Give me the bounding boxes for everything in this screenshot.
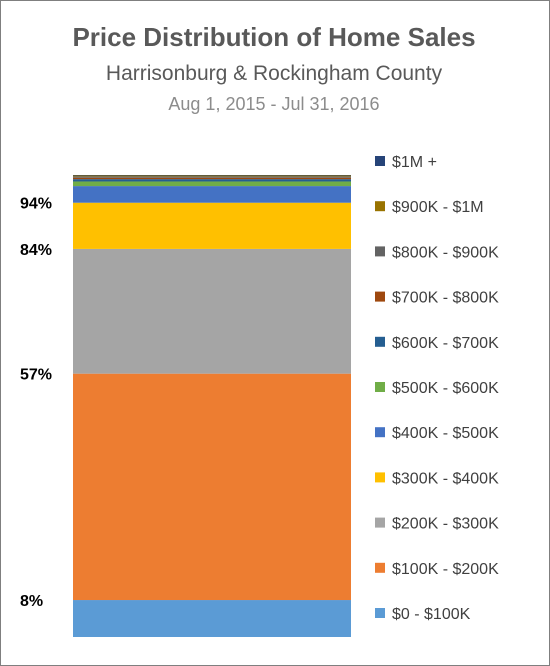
legend-label: $500K - $600K (392, 380, 499, 397)
bar-segment (73, 248, 351, 374)
legend-label: $0 - $100K (392, 606, 471, 623)
legend-swatch (375, 201, 385, 212)
bar-segment (73, 176, 351, 178)
bar-segments (73, 175, 351, 637)
legend-label: $300K - $400K (392, 470, 499, 487)
bar-segment (73, 177, 351, 180)
legend-swatch (375, 608, 385, 618)
bar-segment (73, 186, 351, 203)
legend-swatch (375, 562, 385, 573)
legend: $1M + $900K - $1M $800K - $900K $700K - $80… (375, 154, 499, 623)
legend-swatch (375, 427, 385, 438)
legend-swatch (375, 336, 385, 347)
legend-label: $1M + (392, 154, 437, 171)
cumulative-percent-label: 8% (20, 593, 43, 610)
legend-swatch (375, 246, 385, 257)
bar-segment (73, 181, 351, 187)
cumulative-percent-label: 84% (20, 242, 52, 259)
legend-swatch (375, 156, 385, 166)
legend-item: $0 - $100K (375, 606, 471, 623)
legend-item: $700K - $800K (375, 290, 499, 307)
chart-title: Price Distribution of Home Sales (72, 22, 476, 52)
bar-segment (73, 175, 351, 177)
legend-label: $400K - $500K (392, 425, 499, 442)
legend-swatch (375, 517, 385, 528)
legend-item: $400K - $500K (375, 425, 499, 442)
legend-label: $800K - $900K (392, 244, 499, 261)
legend-item: $200K - $300K (375, 516, 499, 533)
bar-segment (73, 600, 351, 637)
cumulative-percent-label: 57% (20, 367, 52, 384)
cumulative-percent-label: 94% (20, 196, 52, 213)
legend-item: $900K - $1M (375, 199, 484, 216)
cumulative-percent-labels: 8% 57% 84% 94% (20, 196, 52, 610)
legend-label: $200K - $300K (392, 516, 499, 533)
legend-label: $100K - $200K (392, 561, 499, 578)
legend-item: $100K - $200K (375, 561, 499, 578)
legend-item: $600K - $700K (375, 335, 499, 352)
legend-label: $700K - $800K (392, 290, 499, 307)
bar-segment (73, 179, 351, 182)
legend-item: $1M + (375, 154, 437, 171)
legend-swatch (375, 291, 385, 302)
bar-segment (73, 175, 351, 176)
legend-label: $900K - $1M (392, 199, 484, 216)
chart-subtitle: Harrisonburg & Rockingham County (105, 62, 443, 85)
legend-label: $600K - $700K (392, 335, 499, 352)
chart-date-range: Aug 1, 2015 - Jul 31, 2016 (168, 94, 380, 114)
bar-segment (73, 202, 351, 249)
legend-item: $500K - $600K (375, 380, 499, 397)
legend-item: $800K - $900K (375, 244, 499, 261)
legend-swatch (375, 472, 385, 483)
legend-item: $300K - $400K (375, 470, 499, 487)
bar-segment (73, 373, 351, 601)
legend-swatch (375, 382, 385, 392)
